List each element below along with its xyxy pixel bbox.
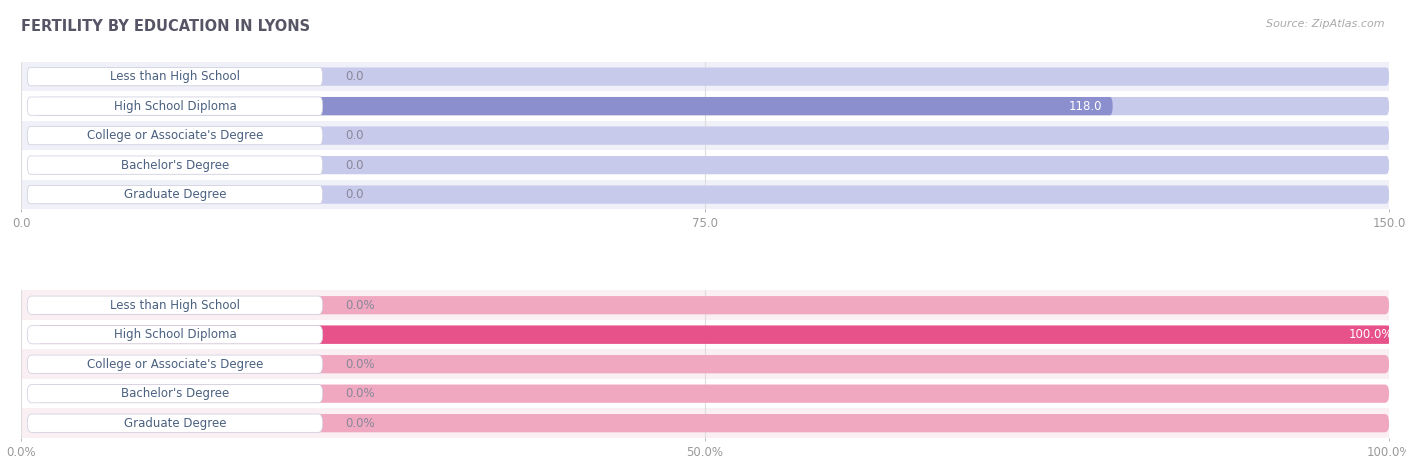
FancyBboxPatch shape (27, 385, 323, 403)
Text: High School Diploma: High School Diploma (114, 328, 236, 341)
Bar (21, 290, 1389, 320)
Text: 0.0%: 0.0% (346, 357, 375, 371)
Text: College or Associate's Degree: College or Associate's Degree (87, 129, 263, 142)
Text: College or Associate's Degree: College or Associate's Degree (87, 357, 263, 371)
Bar (21, 180, 1389, 209)
Bar (21, 408, 1389, 438)
Text: 118.0: 118.0 (1069, 99, 1102, 113)
FancyBboxPatch shape (27, 156, 323, 174)
FancyBboxPatch shape (37, 127, 1389, 145)
FancyBboxPatch shape (37, 186, 1389, 204)
Text: Less than High School: Less than High School (110, 299, 240, 312)
FancyBboxPatch shape (37, 156, 1389, 174)
Text: Graduate Degree: Graduate Degree (124, 416, 226, 430)
Bar (21, 379, 1389, 408)
FancyBboxPatch shape (37, 97, 1389, 115)
Text: High School Diploma: High School Diploma (114, 99, 236, 113)
FancyBboxPatch shape (37, 326, 1389, 344)
Text: Bachelor's Degree: Bachelor's Degree (121, 159, 229, 172)
FancyBboxPatch shape (27, 326, 323, 344)
Bar (21, 121, 1389, 150)
Text: FERTILITY BY EDUCATION IN LYONS: FERTILITY BY EDUCATION IN LYONS (21, 19, 311, 34)
Bar (21, 91, 1389, 121)
Bar (21, 349, 1389, 379)
FancyBboxPatch shape (27, 97, 323, 115)
FancyBboxPatch shape (37, 296, 1389, 314)
FancyBboxPatch shape (37, 97, 1112, 115)
Bar (21, 150, 1389, 180)
FancyBboxPatch shape (27, 414, 323, 432)
Text: 0.0%: 0.0% (346, 416, 375, 430)
Text: 100.0%: 100.0% (1350, 328, 1393, 341)
FancyBboxPatch shape (37, 355, 1389, 373)
FancyBboxPatch shape (37, 414, 1389, 432)
FancyBboxPatch shape (37, 68, 1389, 86)
Text: Source: ZipAtlas.com: Source: ZipAtlas.com (1267, 19, 1385, 29)
Text: 0.0%: 0.0% (346, 387, 375, 400)
Text: Less than High School: Less than High School (110, 70, 240, 83)
Text: 0.0: 0.0 (346, 70, 364, 83)
FancyBboxPatch shape (27, 127, 323, 145)
FancyBboxPatch shape (37, 385, 1389, 403)
Text: 0.0%: 0.0% (346, 299, 375, 312)
Text: 0.0: 0.0 (346, 129, 364, 142)
Bar (21, 62, 1389, 91)
Text: 0.0: 0.0 (346, 159, 364, 172)
FancyBboxPatch shape (37, 326, 1405, 344)
Text: 0.0: 0.0 (346, 188, 364, 201)
FancyBboxPatch shape (27, 296, 323, 314)
FancyBboxPatch shape (27, 355, 323, 373)
Bar (21, 320, 1389, 349)
Text: Graduate Degree: Graduate Degree (124, 188, 226, 201)
FancyBboxPatch shape (27, 68, 323, 86)
FancyBboxPatch shape (27, 186, 323, 204)
Text: Bachelor's Degree: Bachelor's Degree (121, 387, 229, 400)
